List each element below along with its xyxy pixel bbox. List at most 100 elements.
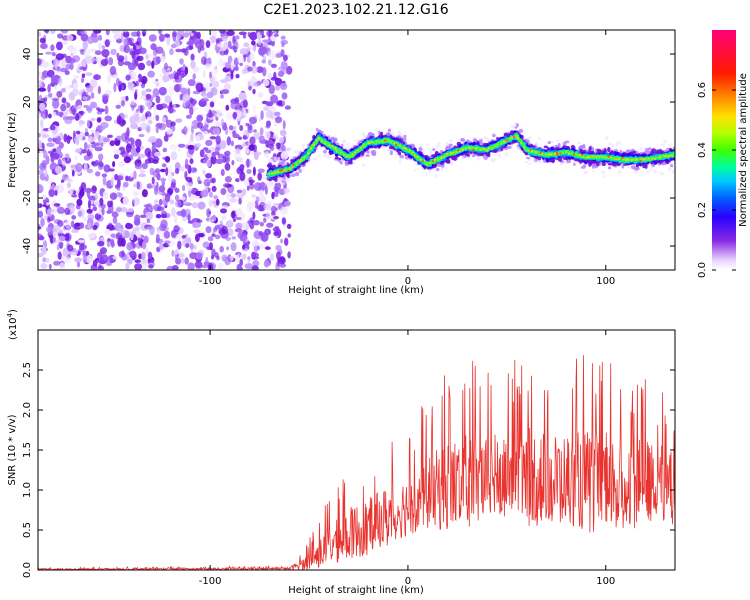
signal-blob: [323, 149, 327, 154]
signal-blob: [418, 146, 423, 152]
noise-blob: [95, 171, 101, 177]
noise-blob: [281, 42, 285, 48]
noise-blob: [58, 241, 64, 247]
signal-blob: [557, 143, 561, 148]
chart-title: C2E1.2023.102.21.12.G16: [263, 2, 448, 18]
noise-blob: [253, 220, 260, 226]
noise-blob: [137, 237, 142, 242]
noise-blob: [240, 232, 248, 242]
noise-blob: [252, 104, 256, 113]
noise-blob: [219, 245, 224, 253]
noise-blob: [52, 99, 60, 109]
noise-blob: [271, 191, 275, 200]
signal-blob: [281, 158, 286, 163]
noise-blob: [87, 195, 96, 201]
noise-blob: [225, 111, 233, 121]
noise-blob: [226, 193, 231, 200]
noise-blob: [135, 138, 142, 148]
noise-blob: [235, 254, 240, 263]
noise-blob: [223, 50, 229, 56]
noise-blob: [146, 183, 153, 189]
noise-blob: [259, 243, 265, 249]
noise-blob: [247, 201, 256, 208]
noise-blob: [129, 50, 136, 56]
noise-blob: [125, 175, 129, 182]
noise-blob: [38, 153, 42, 157]
signal-blob: [449, 161, 453, 166]
noise-blob: [107, 238, 112, 242]
noise-blob: [273, 216, 279, 220]
noise-blob: [165, 119, 173, 128]
noise-blob: [109, 192, 118, 200]
noise-blob: [238, 197, 242, 205]
noise-blob: [213, 195, 219, 200]
noise-blob: [203, 130, 209, 136]
signal-blob: [617, 140, 622, 145]
noise-blob: [75, 162, 83, 173]
signal-blob: [527, 136, 533, 140]
noise-blob: [173, 225, 180, 233]
noise-blob: [41, 246, 47, 255]
noise-blob: [178, 143, 186, 148]
noise-blob: [200, 56, 207, 65]
noise-blob: [48, 188, 55, 198]
signal-blob: [483, 155, 489, 160]
noise-blob: [103, 164, 111, 173]
signal-blob: [397, 151, 402, 156]
noise-blob: [163, 230, 171, 239]
noise-blob: [108, 57, 114, 66]
noise-blob: [158, 86, 167, 96]
noise-blob: [120, 32, 124, 42]
noise-blob: [252, 121, 255, 132]
noise-blob: [231, 236, 237, 240]
noise-blob: [97, 108, 106, 113]
noise-blob: [160, 177, 167, 182]
noise-blob: [125, 95, 129, 101]
noise-blob: [264, 246, 271, 250]
signal-blob: [398, 159, 402, 164]
signal-blob: [582, 164, 587, 168]
noise-blob: [94, 146, 103, 152]
noise-blob: [247, 66, 253, 72]
noise-blob: [251, 252, 259, 258]
signal-blob: [573, 163, 576, 166]
noise-blob: [253, 81, 260, 87]
noise-blob: [180, 258, 185, 264]
noise-blob: [242, 188, 247, 196]
noise-blob: [259, 127, 264, 136]
signal-blob: [437, 142, 441, 146]
noise-blob: [123, 156, 131, 164]
noise-blob: [175, 48, 183, 53]
noise-blob: [140, 251, 146, 261]
signal-blob: [617, 170, 622, 174]
noise-blob: [202, 94, 207, 99]
noise-blob: [164, 134, 169, 142]
signal-blob: [371, 149, 377, 155]
noise-blob: [117, 237, 123, 247]
noise-blob: [189, 97, 194, 103]
noise-blob: [158, 122, 167, 131]
signal-blob: [425, 172, 429, 176]
signal-blob: [511, 125, 515, 129]
noise-blob: [185, 243, 190, 249]
noise-blob: [101, 45, 105, 50]
noise-blob: [105, 30, 110, 36]
noise-blob: [79, 66, 86, 71]
noise-blob: [241, 253, 247, 260]
noise-blob: [279, 82, 288, 91]
noise-blob: [177, 30, 185, 38]
noise-blob: [87, 199, 92, 209]
noise-blob: [57, 33, 64, 39]
noise-blob: [76, 69, 81, 74]
noise-blob: [285, 147, 292, 152]
noise-blob: [69, 190, 73, 195]
noise-blob: [190, 32, 194, 37]
noise-blob: [179, 166, 185, 172]
noise-blob: [38, 31, 42, 37]
noise-blob: [235, 73, 240, 79]
noise-blob: [219, 30, 226, 34]
noise-blob: [226, 136, 231, 146]
noise-blob: [62, 247, 69, 257]
noise-blob: [148, 136, 157, 143]
